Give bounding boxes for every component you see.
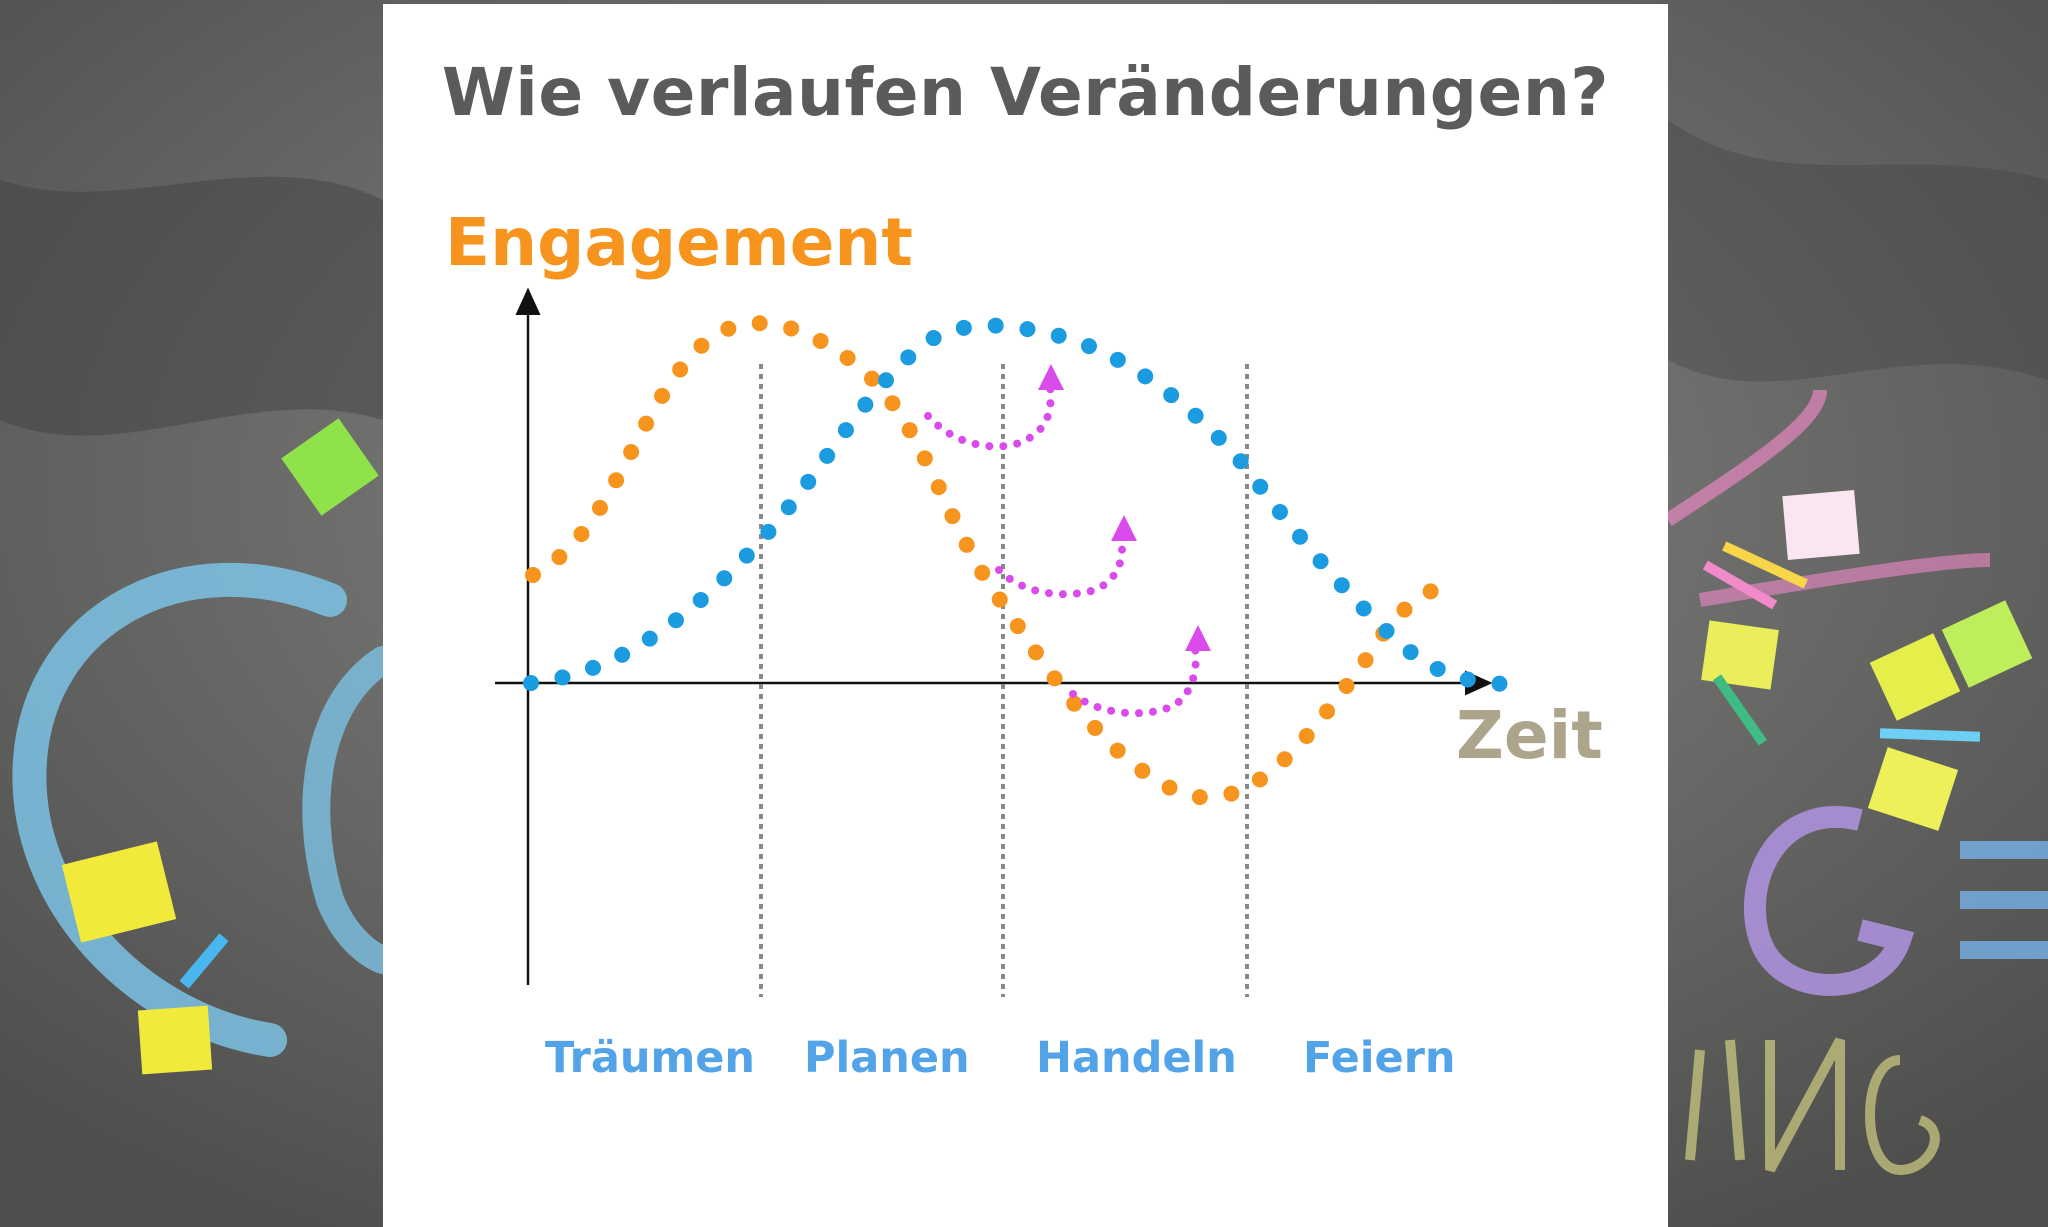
chalk-letter-g-right xyxy=(1743,805,1915,996)
phase-label-feiern: Feiern xyxy=(1303,1033,1456,1083)
engagement-curve-orange xyxy=(525,315,1454,806)
slide-panel: Wie verlaufen Veränderungen? Engagement … xyxy=(383,4,1668,1227)
intervention-arrow-1-head xyxy=(1038,364,1064,390)
intervention-arrow-3-head xyxy=(1185,625,1211,651)
phase-label-planen: Planen xyxy=(804,1033,970,1083)
phase-label-traeumen: Träumen xyxy=(545,1033,756,1083)
time-axis-label: Zeit xyxy=(1456,697,1603,774)
change-curve-diagram xyxy=(495,287,1521,997)
slide-title: Wie verlaufen Veränderungen? xyxy=(441,54,1610,131)
engagement-curve-blue xyxy=(523,317,1521,692)
phase-label-handeln: Handeln xyxy=(1036,1033,1237,1083)
intervention-arrow-1 xyxy=(924,382,1055,451)
intervention-arrow-2-head xyxy=(1111,515,1137,541)
intervention-arrow-3 xyxy=(1069,643,1200,718)
chalk-letter-c-left xyxy=(12,562,347,1057)
engagement-axis-label: Engagement xyxy=(445,204,913,281)
intervention-arrow-2 xyxy=(995,532,1126,599)
